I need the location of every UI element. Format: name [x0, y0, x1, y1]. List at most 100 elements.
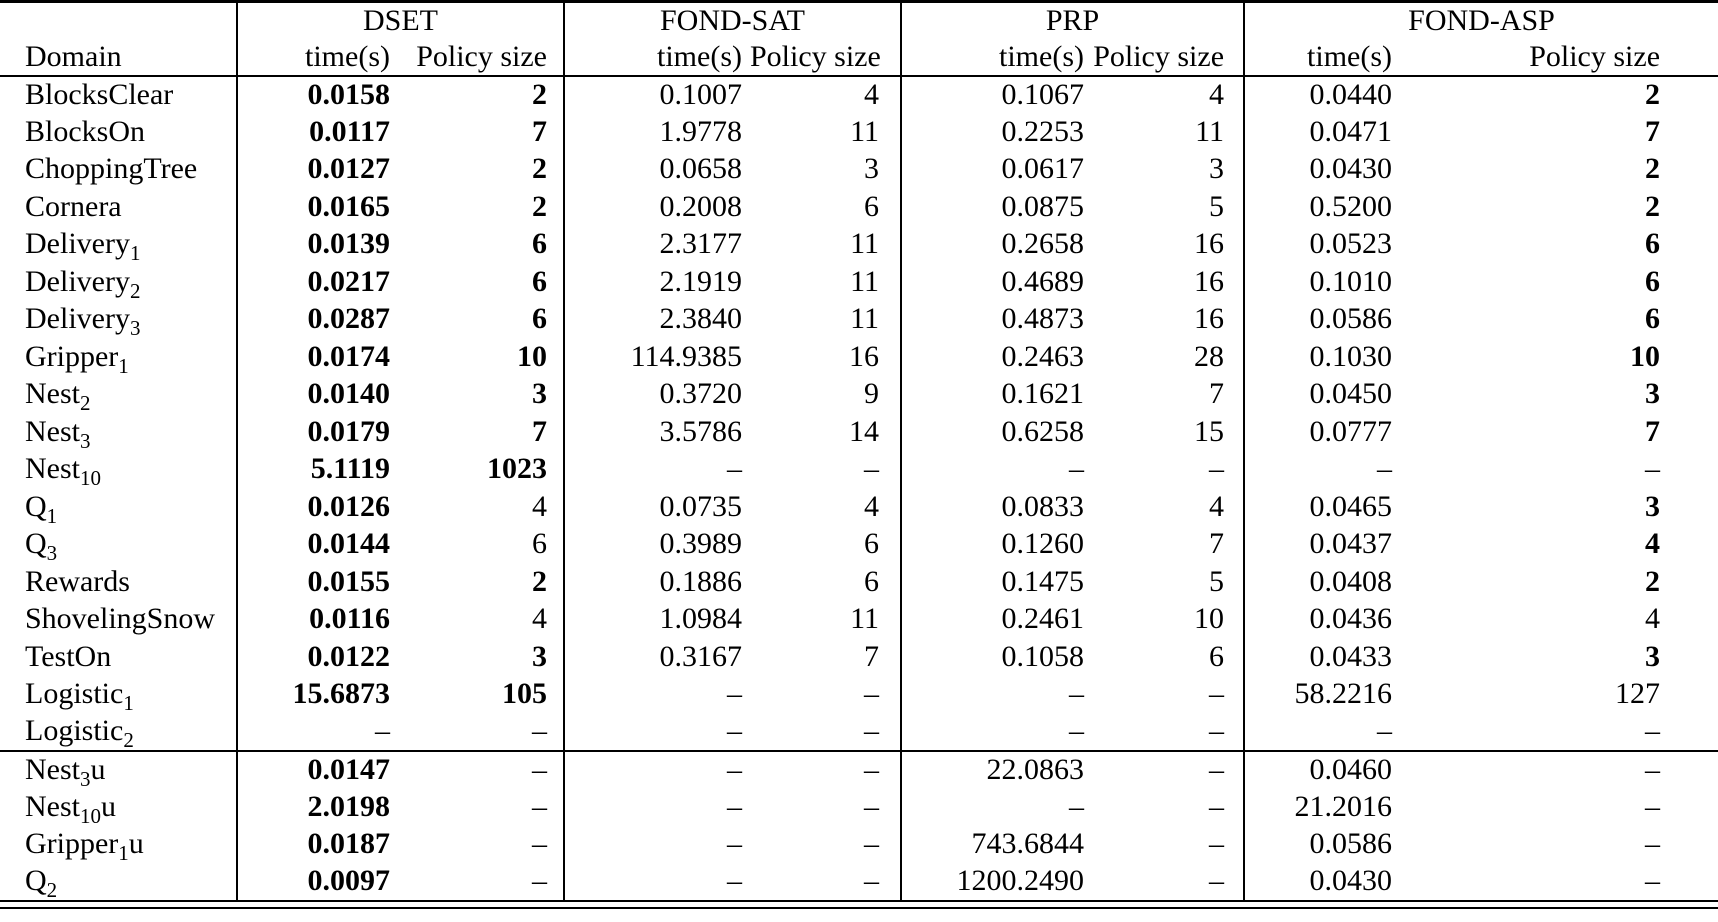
domain-name: Q	[25, 864, 47, 898]
fondasp-time-cell: 0.5200	[1309, 189, 1393, 223]
dset-policy-size-cell: 6	[400, 225, 565, 263]
fondasp-time-header: time(s)	[1244, 39, 1403, 77]
domain-name: Nest	[25, 452, 80, 486]
group-header-fondsat: FOND-SAT	[564, 1, 902, 40]
fondasp-policy-size-header: Policy size	[1402, 39, 1718, 77]
fondasp-policy-size-cell: 3	[1645, 377, 1661, 411]
table-row: Rewards 0.0155 2 0.1886 6 0.1475 5 0.0408 2	[0, 563, 1718, 601]
fondasp-time-cell: 0.0408	[1309, 564, 1393, 598]
fondasp-policy-size-cell: –	[1402, 863, 1718, 902]
prp-policy-size-cell: –	[1092, 675, 1246, 713]
fondsat-policy-size-header: Policy size	[750, 39, 902, 77]
fondsat-time-cell: –	[727, 677, 742, 711]
domain-cell: ShovelingSnow	[0, 600, 238, 638]
group-header-fondasp: FOND-ASP	[1408, 4, 1555, 38]
domain-cell: Q2	[0, 863, 238, 902]
prp-policy-size-cell: 15	[1092, 413, 1246, 451]
fondsat-policy-size-cell: 11	[750, 113, 902, 151]
prp-time-header: time(s)	[901, 39, 1092, 77]
domain-cell: TestOn	[0, 638, 238, 676]
fondasp-policy-size-cell: 7	[1645, 114, 1661, 148]
domain-cell: Nest10	[0, 450, 238, 489]
fondsat-policy-size-cell: 11	[750, 300, 902, 338]
domain-cell: Nest3u	[0, 750, 238, 789]
table-row: Gripper1 0.0174 10 114.9385 16 0.2463 28 0.1030…	[0, 338, 1718, 376]
dset-policy-size-cell: 2	[400, 563, 565, 601]
fondasp-policy-size-cell: –	[1402, 713, 1718, 752]
table-row: Nest2 0.0140 3 0.3720 9 0.1621 7 0.0450 3	[0, 375, 1718, 414]
dset-time-cell: –	[237, 713, 400, 752]
prp-time-cell: 0.2658	[1001, 227, 1085, 261]
fondasp-time-cell: 0.0436	[1309, 602, 1393, 636]
fondsat-time-cell: 0.3720	[659, 377, 743, 411]
prp-time-cell: 0.1058	[1001, 639, 1085, 673]
prp-time-cell: 0.1260	[1001, 527, 1085, 561]
domain-name: BlocksOn	[25, 114, 145, 148]
prp-policy-size-cell: 6	[1092, 638, 1246, 676]
prp-time-cell: 743.6844	[971, 827, 1085, 861]
table-row: BlocksOn 0.0117 7 1.9778 11 0.2253 11 0.0471 7	[0, 113, 1718, 151]
dset-time-cell: 0.0127	[307, 152, 391, 186]
domain-name: BlocksClear	[25, 77, 174, 111]
fondsat-policy-size-cell: 11	[750, 225, 902, 263]
domain-cell: ChoppingTree	[0, 150, 238, 188]
dset-policy-size-cell: 3	[400, 638, 565, 676]
dset-policy-size-cell: 2	[400, 75, 565, 113]
dset-policy-size-cell: 7	[400, 413, 565, 451]
fondsat-time-cell: 2.3840	[659, 302, 743, 336]
prp-policy-size-cell: –	[1092, 788, 1246, 826]
table-row: BlocksClear 0.0158 2 0.1007 4 0.1067 4 0.0440 2	[0, 75, 1718, 113]
prp-time-cell: 0.0833	[1001, 489, 1085, 523]
fondsat-time-cell: –	[727, 452, 742, 486]
dset-time-cell: 0.0140	[307, 377, 391, 411]
fondsat-time-cell: 2.1919	[659, 264, 743, 298]
domain-suffix: u	[128, 827, 144, 861]
domain-cell: Gripper1	[0, 338, 238, 376]
dset-time-cell: 0.0179	[307, 414, 391, 448]
domain-subscript: 1	[46, 503, 58, 528]
prp-policy-size-cell: –	[1092, 750, 1246, 788]
fondsat-policy-size-cell: 9	[750, 375, 902, 413]
domain-subscript: 1	[118, 841, 129, 866]
fondsat-policy-size-cell: –	[750, 788, 902, 826]
table-row: Q2 0.0097– – –1200.2490–0.0430–	[0, 863, 1718, 902]
dset-time-cell: 0.0155	[307, 564, 391, 598]
prp-policy-size-cell: 5	[1092, 188, 1246, 226]
fondasp-policy-size-cell: 7	[1645, 414, 1661, 448]
group-header-prp: PRP	[901, 1, 1246, 40]
dset-time-cell: 0.0117	[309, 114, 390, 148]
prp-policy-size-cell: –	[1092, 863, 1246, 902]
domain-cell: Gripper1u	[0, 825, 238, 866]
domain-name: ChoppingTree	[25, 152, 198, 186]
dset-time-cell: 5.1119	[310, 452, 390, 486]
fondasp-time-cell: 0.0777	[1309, 414, 1393, 448]
domain-name: Delivery	[25, 264, 130, 298]
dset-time-cell: 0.0287	[307, 302, 391, 336]
fondasp-policy-size-cell: 6	[1645, 264, 1661, 298]
domain-name: Q	[25, 527, 47, 561]
domain-subscript: 2	[123, 728, 134, 753]
fondsat-policy-size-cell: –	[750, 713, 902, 752]
prp-time-cell: 0.2253	[1001, 114, 1085, 148]
fondsat-time-cell: 0.2008	[659, 189, 743, 223]
prp-time-cell: 0.0875	[1001, 189, 1085, 223]
domain-cell: Logistic1	[0, 675, 238, 714]
group-header-dset: DSET	[237, 1, 565, 40]
fondsat-time-cell: –	[727, 752, 742, 786]
fondasp-time-cell: 0.0460	[1309, 752, 1393, 786]
fondsat-time-cell: –	[727, 827, 742, 861]
domain-name: Gripper	[25, 827, 119, 861]
dset-time-header: time(s)	[237, 39, 400, 77]
table-row: Logistic2– – – – – – – –	[0, 713, 1718, 753]
dset-policy-size-cell: 1023	[400, 450, 565, 488]
prp-policy-size-cell: 11	[1092, 113, 1246, 151]
fondsat-time-cell: 0.3989	[659, 527, 743, 561]
fondasp-time-cell: 0.0440	[1309, 77, 1393, 111]
prp-policy-size-cell: –	[1092, 713, 1246, 752]
fondasp-time-cell: 0.0586	[1309, 302, 1393, 336]
domain-name: Nest	[25, 789, 80, 823]
prp-policy-size-cell: 16	[1092, 225, 1246, 263]
dset-policy-size-cell: 2	[400, 188, 565, 226]
fondasp-policy-size-cell: 4	[1645, 602, 1661, 636]
domain-cell: Rewards	[0, 563, 238, 601]
